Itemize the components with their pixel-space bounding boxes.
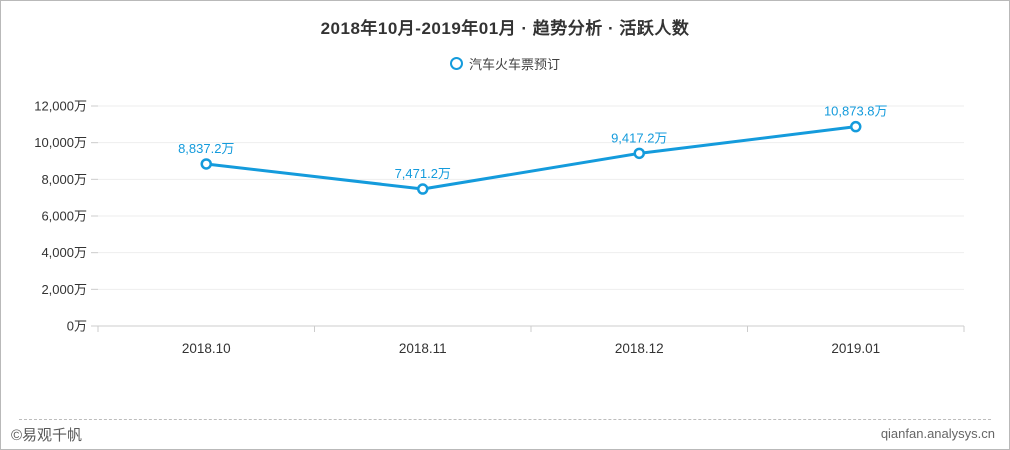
data-label: 9,417.2万 [611, 130, 667, 145]
y-axis-label: 6,000万 [41, 209, 87, 224]
brand-copyright: ©易观千帆 [11, 427, 83, 444]
legend: 汽车火车票预订 [1, 54, 1009, 73]
data-label: 10,873.8万 [824, 104, 888, 119]
line-chart: 0万 2,000万 4,000万 6,000万 8,000万 10,000万 12,000万… [34, 99, 965, 356]
brand-website: qianfan.analysys.cn [880, 426, 995, 441]
x-axis-label: 2019.01 [831, 341, 880, 356]
data-label: 8,837.2万 [178, 141, 234, 156]
data-point[interactable] [633, 147, 645, 160]
data-point[interactable] [417, 183, 429, 195]
x-axis-label: 2018.12 [615, 341, 664, 356]
data-point[interactable] [200, 158, 212, 170]
x-axis-label: 2018.11 [399, 341, 447, 356]
y-axis-label: 10,000万 [34, 135, 87, 150]
y-axis-label: 4,000万 [41, 245, 87, 260]
x-axis-label: 2018.10 [182, 341, 231, 356]
legend-circle-icon [449, 57, 463, 70]
legend-item-tickets[interactable]: 汽车火车票预订 [449, 54, 560, 73]
y-axis-label: 2,000万 [41, 282, 87, 297]
chart-title: 2018年10月-2019年01月 · 趋势分析 · 活跃人数 [320, 19, 690, 38]
y-axis-label: 0万 [67, 319, 87, 334]
data-point[interactable] [850, 120, 862, 133]
legend-item-label: 汽车火车票预订 [468, 57, 560, 72]
data-label: 7,471.2万 [395, 166, 451, 181]
footer-divider [19, 419, 991, 420]
y-axis-label: 12,000万 [34, 99, 87, 114]
y-axis-label: 8,000万 [41, 172, 87, 187]
series-line [204, 125, 858, 191]
